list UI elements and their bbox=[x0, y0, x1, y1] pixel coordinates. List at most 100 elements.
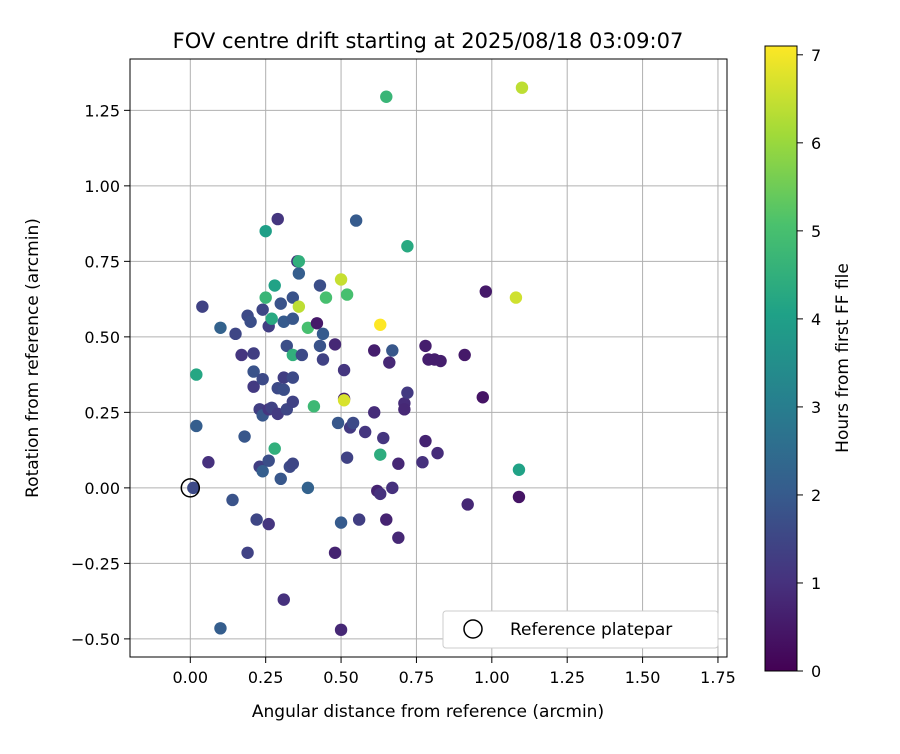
data-point bbox=[328, 338, 342, 351]
y-tick-label: 0.25 bbox=[84, 403, 120, 422]
data-point bbox=[262, 517, 275, 531]
data-point bbox=[238, 430, 251, 443]
data-point bbox=[277, 593, 290, 606]
y-axis-ticks: −0.50 −0.25 0.00 0.25 0.50 0.75 1.00 1.25 bbox=[71, 101, 130, 649]
data-point bbox=[286, 457, 300, 470]
y-tick-label: 0.00 bbox=[84, 479, 120, 498]
data-point bbox=[431, 446, 444, 460]
data-point bbox=[286, 348, 300, 362]
colorbar-tick-label: 5 bbox=[811, 222, 821, 241]
colorbar-tick-label: 4 bbox=[811, 310, 821, 329]
data-point bbox=[247, 380, 260, 393]
y-tick-label: 0.75 bbox=[84, 252, 120, 271]
data-point bbox=[271, 212, 284, 226]
y-tick-label: −0.50 bbox=[71, 630, 120, 649]
data-point bbox=[334, 273, 348, 286]
data-point bbox=[292, 300, 306, 313]
data-point bbox=[274, 472, 287, 486]
reference-marker bbox=[180, 478, 201, 498]
data-point bbox=[214, 321, 227, 334]
data-point bbox=[187, 481, 200, 495]
data-point bbox=[392, 531, 405, 544]
data-point bbox=[277, 383, 290, 396]
data-point bbox=[368, 406, 381, 419]
data-point bbox=[286, 291, 300, 304]
data-point bbox=[386, 344, 399, 357]
data-point bbox=[292, 255, 306, 268]
data-point bbox=[368, 344, 381, 357]
colorbar-tick-label: 2 bbox=[811, 486, 821, 505]
data-point bbox=[331, 416, 345, 430]
data-point bbox=[337, 394, 351, 407]
data-point bbox=[512, 463, 526, 476]
data-point bbox=[235, 348, 248, 362]
legend-label: Reference platepar bbox=[510, 620, 672, 640]
x-tick-label: 0.75 bbox=[399, 668, 435, 687]
colorbar: 0 1 2 3 4 5 6 7 Hours from first FF file bbox=[764, 45, 853, 681]
x-tick-label: 0.25 bbox=[248, 668, 284, 687]
y-tick-label: −0.25 bbox=[71, 554, 120, 573]
data-point bbox=[383, 356, 396, 369]
data-point bbox=[419, 339, 432, 353]
x-axis-ticks: 0.00 0.25 0.50 0.75 1.00 1.25 1.50 1.75 bbox=[172, 657, 736, 687]
data-point bbox=[349, 214, 363, 227]
data-point bbox=[337, 363, 351, 377]
legend-box bbox=[442, 610, 719, 649]
data-point bbox=[295, 348, 309, 362]
data-point bbox=[262, 454, 275, 467]
x-tick-label: 0.00 bbox=[172, 668, 208, 687]
x-tick-label: 1.50 bbox=[625, 668, 661, 687]
y-tick-label: 0.50 bbox=[84, 328, 120, 347]
x-axis-label: Angular distance from reference (arcmin) bbox=[252, 702, 604, 722]
data-point bbox=[380, 90, 393, 103]
data-point bbox=[313, 279, 327, 292]
data-point bbox=[280, 339, 293, 353]
data-point bbox=[374, 448, 387, 461]
data-point bbox=[292, 267, 306, 280]
data-point bbox=[286, 312, 300, 325]
legend-marker bbox=[463, 619, 483, 639]
y-tick-label: 1.00 bbox=[84, 177, 120, 196]
x-tick-label: 1.25 bbox=[549, 668, 585, 687]
data-point bbox=[316, 327, 330, 341]
colorbar-label: Hours from first FF file bbox=[833, 263, 853, 453]
data-point bbox=[256, 372, 269, 386]
data-point bbox=[319, 291, 333, 304]
data-point bbox=[268, 442, 281, 455]
data-point bbox=[226, 493, 239, 507]
colorbar-tick-label: 0 bbox=[811, 662, 821, 681]
data-point bbox=[286, 371, 300, 384]
data-point bbox=[416, 455, 429, 469]
data-point bbox=[310, 317, 324, 330]
data-point bbox=[190, 368, 203, 381]
data-point bbox=[476, 391, 489, 404]
data-point bbox=[268, 279, 281, 292]
data-point bbox=[377, 431, 390, 445]
data-point bbox=[256, 465, 269, 478]
colorbar-gradient bbox=[764, 45, 798, 672]
data-point bbox=[479, 285, 492, 298]
data-point bbox=[374, 487, 387, 501]
x-tick-label: 0.50 bbox=[323, 668, 359, 687]
colorbar-tick-label: 3 bbox=[811, 398, 821, 417]
data-point bbox=[434, 354, 447, 368]
data-point bbox=[392, 457, 405, 470]
data-point bbox=[286, 395, 300, 408]
data-point bbox=[313, 339, 327, 353]
data-point bbox=[241, 546, 254, 560]
data-point bbox=[386, 481, 399, 495]
data-point bbox=[515, 81, 529, 94]
data-point bbox=[334, 623, 348, 637]
colorbar-tick-label: 1 bbox=[811, 574, 821, 593]
data-point bbox=[509, 291, 523, 304]
data-point bbox=[301, 481, 315, 495]
data-point bbox=[247, 347, 260, 360]
data-point bbox=[340, 451, 354, 464]
x-tick-label: 1.00 bbox=[474, 668, 510, 687]
data-point bbox=[419, 434, 432, 448]
data-point bbox=[374, 318, 387, 331]
y-tick-label: 1.25 bbox=[84, 101, 120, 120]
data-point bbox=[214, 622, 227, 635]
data-point bbox=[328, 546, 342, 560]
data-point bbox=[274, 297, 287, 310]
